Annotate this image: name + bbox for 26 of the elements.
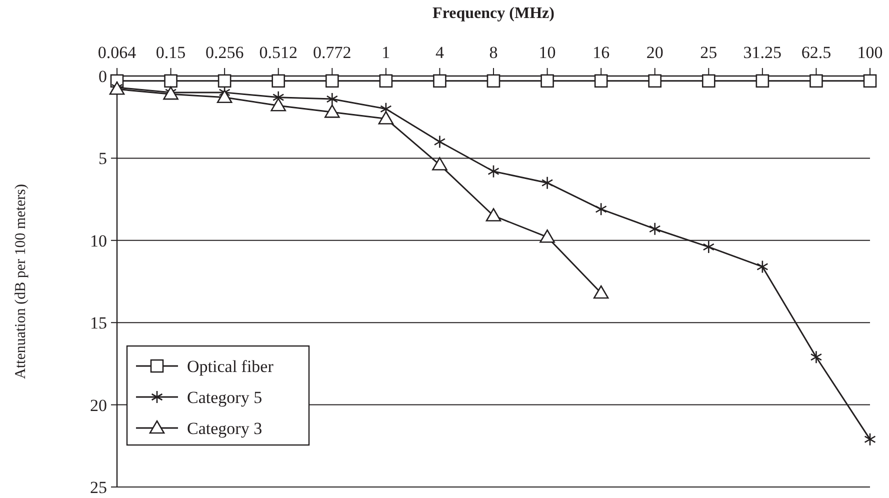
legend-label: Optical fiber: [187, 356, 274, 376]
legend-label: Category 3: [187, 418, 262, 438]
x-tick-label: 31.25: [743, 43, 782, 62]
y-tick-label: 0: [98, 66, 107, 86]
x-tick-label: 1: [382, 43, 390, 62]
x-tick-label: 0.256: [205, 43, 244, 62]
x-tick-label: 0.15: [156, 43, 186, 62]
x-tick-label: 100: [857, 43, 883, 62]
x-tick-label: 62.5: [801, 43, 832, 62]
x-tick-label: 0.772: [313, 43, 352, 62]
y-tick-label: 20: [90, 396, 107, 415]
x-tick-label: 4: [435, 43, 444, 62]
y-tick-label: 5: [98, 149, 107, 168]
x-tick-label: 20: [646, 43, 664, 62]
y-tick-label: 15: [90, 314, 107, 333]
x-tick-label: 10: [538, 43, 556, 62]
y-tick-label: 10: [90, 231, 107, 250]
y-tick-label: 25: [90, 478, 107, 497]
x-tick-label: 0.512: [259, 43, 298, 62]
x-tick-label: 0.064: [98, 43, 137, 62]
x-axis-title: Frequency (MHz): [432, 5, 554, 22]
y-axis-title: Attenuation (dB per 100 meters): [13, 184, 29, 379]
x-tick-label: 16: [592, 43, 610, 62]
legend-label: Category 5: [187, 388, 262, 407]
x-tick-label: 25: [700, 43, 718, 62]
x-tick-label: 8: [489, 43, 498, 62]
